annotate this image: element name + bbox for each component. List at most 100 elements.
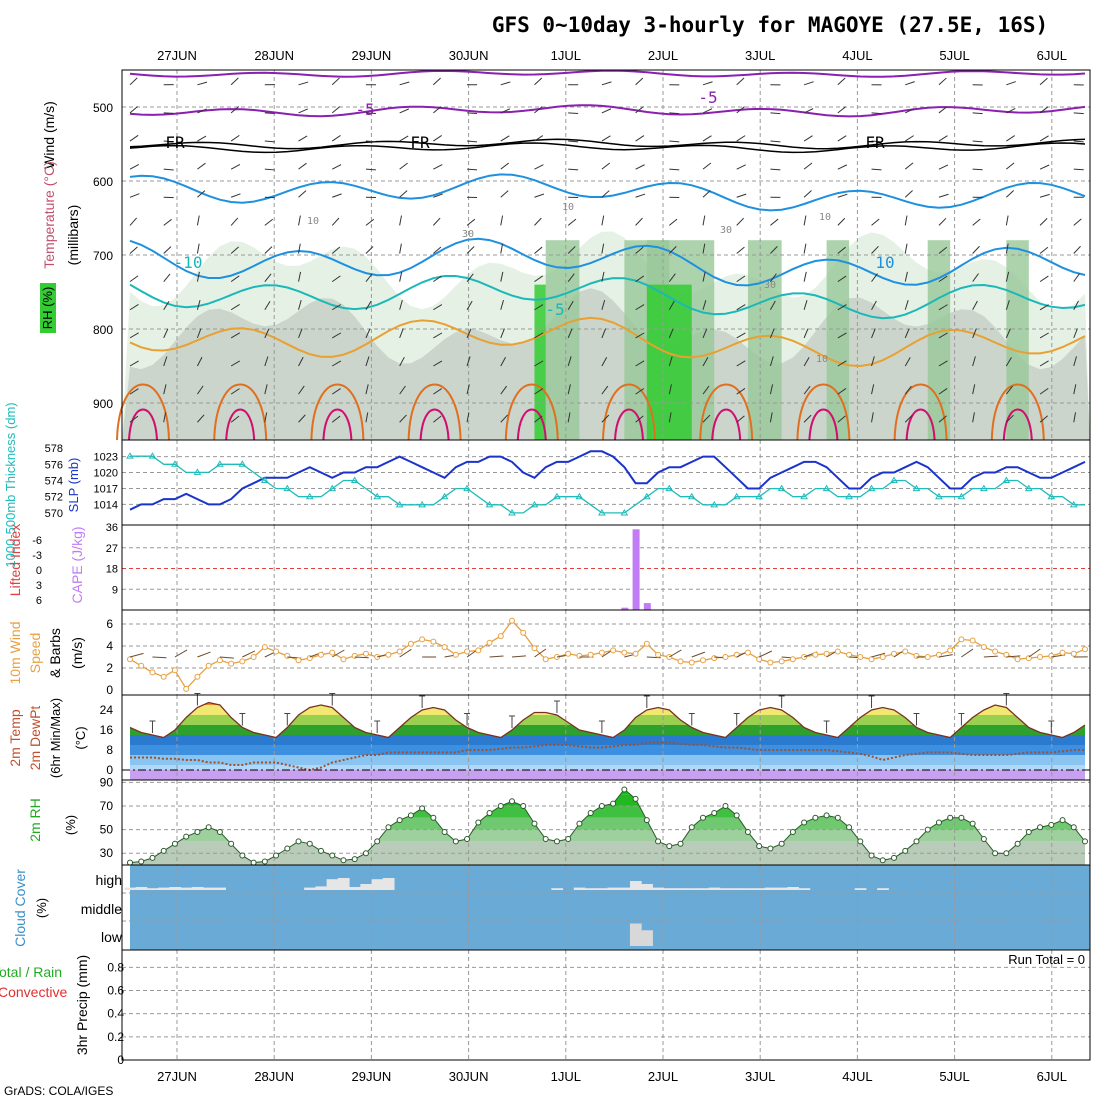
contour-label: FR: [165, 133, 185, 152]
wind-barb: [331, 135, 341, 142]
wind-barb: [129, 193, 140, 198]
thickness-point: [800, 492, 809, 500]
rh-legend-swatch: [40, 283, 56, 333]
wind-barb: [938, 304, 948, 311]
wind-barb: [770, 245, 778, 254]
rh-band: [130, 817, 1085, 830]
cape-tick: 9: [112, 584, 118, 596]
wind-speed-point: [823, 650, 830, 657]
wind-barb: [298, 414, 306, 423]
wind-barb: [500, 356, 506, 367]
wind-barb: [736, 275, 746, 283]
thickness-point: [890, 476, 898, 483]
high-cloud-bar: [776, 887, 788, 890]
rh-point: [677, 840, 684, 847]
wind-barb: [500, 243, 504, 254]
wind-barb: [668, 412, 672, 423]
wind-barb: [904, 135, 914, 142]
contour-label: 10: [562, 202, 574, 213]
wind-barb: [163, 273, 171, 282]
rh-point: [250, 859, 257, 866]
wind-barb: [399, 81, 410, 86]
contour-label: 10: [816, 354, 828, 365]
high-cloud-bar: [742, 888, 755, 890]
wind-barb: [298, 299, 302, 310]
wind-speed-point: [509, 617, 515, 624]
wind-barb: [904, 414, 913, 423]
temperature-band: [130, 715, 1085, 725]
temperature-contour: [129, 69, 1086, 78]
slp-axis-label: SLP (mb): [66, 458, 81, 513]
wind-barb: [837, 135, 847, 142]
wind-speed-point: [621, 649, 628, 656]
wind-speed-point: [1003, 651, 1010, 658]
high-cloud-bar: [585, 888, 597, 890]
wind-barb: [331, 304, 342, 311]
rh-point: [632, 795, 639, 802]
wind-barb: [500, 271, 504, 282]
wind-barb: [635, 360, 645, 367]
rh-band: [130, 805, 1085, 818]
wind-speed-point: [475, 647, 482, 654]
wind-barb: [1005, 328, 1011, 339]
wind-barb: [264, 300, 271, 311]
thickness-point: [418, 500, 427, 508]
wind-speed-point: [261, 644, 268, 651]
wind-barb: [534, 388, 544, 395]
wind-barb: [264, 412, 268, 423]
wind-barb: [1006, 81, 1016, 86]
wind-barb: [332, 164, 342, 170]
wind-barb: [904, 162, 914, 170]
wind-barb: [803, 190, 812, 198]
wind-speed-point: [138, 662, 145, 669]
wind-barb: [298, 356, 304, 367]
wind-speed-point: [722, 654, 729, 660]
rh-point: [778, 840, 785, 847]
wind-barb: [500, 385, 508, 395]
wind-barb: [567, 218, 577, 226]
wind-barb: [1039, 275, 1049, 283]
rh-point: [138, 858, 145, 865]
wind-barb: [1039, 217, 1048, 226]
wind-speed-point: [598, 649, 605, 656]
surface-temp-contour: [310, 383, 365, 441]
wind-speed-point: [239, 658, 246, 665]
wind-barb: [197, 135, 207, 142]
rh-point: [127, 859, 133, 866]
wind-barb: [669, 649, 682, 658]
wind-barb: [500, 190, 509, 198]
wind-barb: [635, 304, 645, 311]
wind-barb: [601, 81, 612, 86]
wind-barb: [871, 218, 880, 226]
wind-barb: [837, 360, 847, 367]
wind-barb: [399, 414, 407, 423]
wind-barb: [1073, 384, 1077, 395]
wind-barb: [163, 328, 169, 339]
surface-temp-contour-warm: [322, 408, 353, 441]
rh-point: [160, 847, 167, 854]
wind-speed-point: [778, 658, 785, 665]
cloud-level-label: high: [96, 872, 122, 888]
wind-barb: [567, 300, 574, 311]
millibars-label: (millibars): [65, 205, 81, 266]
wind-barb: [197, 81, 208, 86]
wind-barb: [803, 328, 809, 339]
wind-barb: [736, 77, 745, 86]
wind-barb: [1073, 140, 1084, 143]
wind-barb: [1028, 648, 1041, 658]
wind-barb: [298, 81, 309, 86]
rh-point: [261, 858, 268, 865]
wind-barb: [129, 77, 138, 86]
wind-barb: [1039, 106, 1049, 114]
wind-barb: [601, 414, 610, 423]
wind-barb: [365, 246, 374, 254]
high-cloud-bar: [158, 887, 170, 890]
wind-barb: [635, 275, 645, 283]
wind-barb: [399, 162, 408, 170]
wind-barb: [230, 77, 239, 86]
wind-speed-point: [902, 648, 909, 655]
li-tick: -6: [32, 535, 42, 547]
thickness-point: [148, 452, 157, 459]
wind-barb: [736, 135, 746, 142]
